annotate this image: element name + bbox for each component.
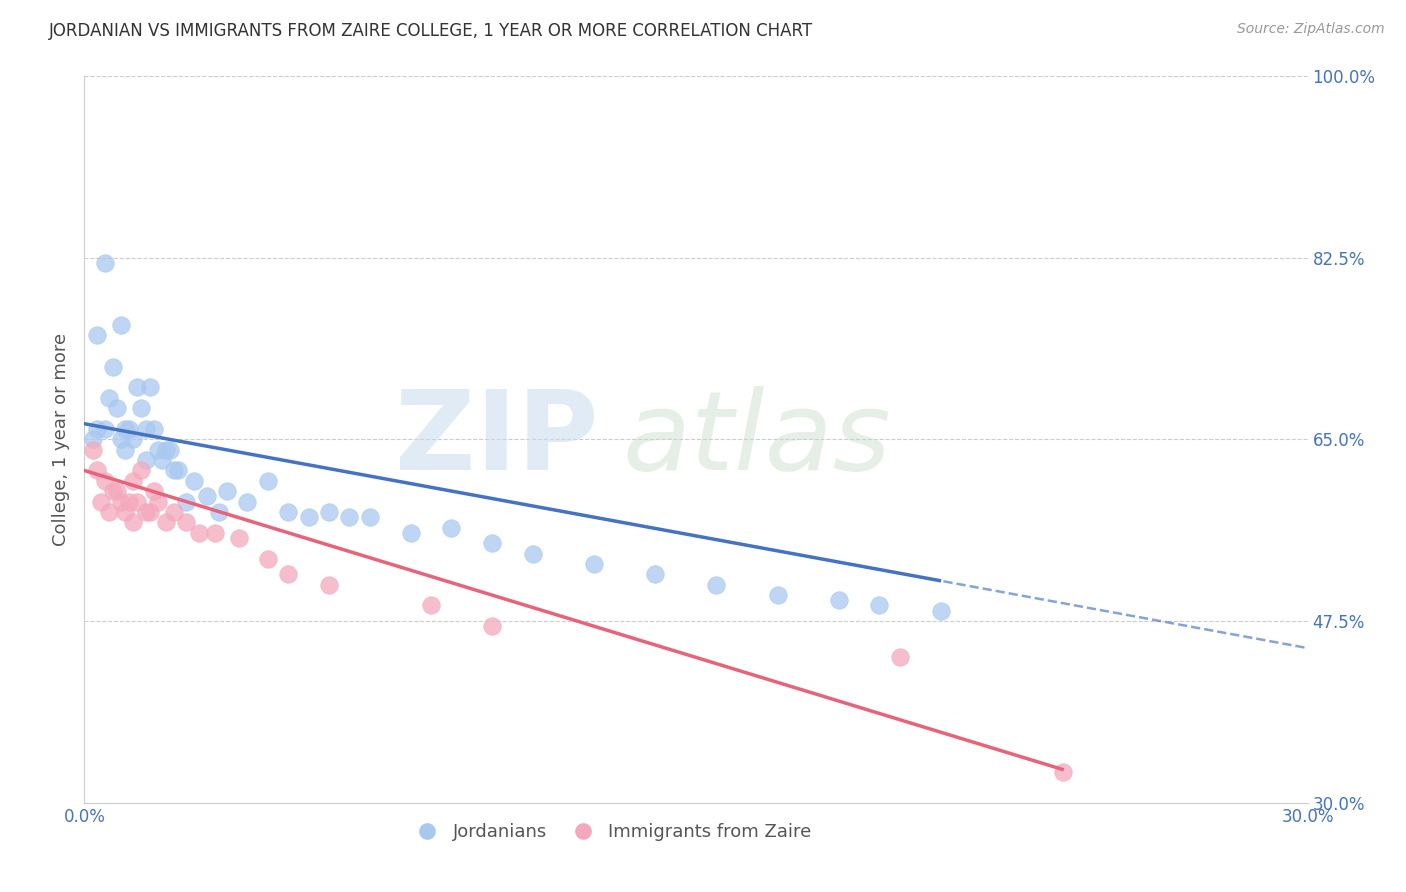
Point	[93, 256, 115, 270]
Point	[93, 422, 115, 436]
Point	[135, 453, 157, 467]
Point	[766, 588, 789, 602]
Point	[142, 484, 165, 499]
Point	[97, 391, 120, 405]
Point	[257, 551, 280, 566]
Point	[138, 380, 160, 394]
Point	[114, 422, 136, 436]
Y-axis label: College, 1 year or more: College, 1 year or more	[52, 333, 70, 546]
Point	[522, 547, 544, 561]
Point	[583, 557, 606, 571]
Point	[339, 510, 361, 524]
Point	[440, 520, 463, 534]
Point	[155, 516, 177, 530]
Point	[644, 567, 666, 582]
Point	[929, 604, 952, 618]
Point	[163, 505, 186, 519]
Point	[146, 442, 169, 457]
Point	[163, 463, 186, 477]
Point	[481, 536, 503, 550]
Text: Source: ZipAtlas.com: Source: ZipAtlas.com	[1237, 22, 1385, 37]
Point	[82, 432, 104, 446]
Point	[174, 516, 197, 530]
Point	[298, 510, 321, 524]
Point	[828, 593, 851, 607]
Point	[97, 505, 120, 519]
Legend: Jordanians, Immigrants from Zaire: Jordanians, Immigrants from Zaire	[402, 816, 818, 848]
Point	[122, 432, 145, 446]
Point	[122, 516, 145, 530]
Point	[127, 380, 149, 394]
Point	[277, 567, 299, 582]
Point	[228, 531, 250, 545]
Point	[135, 422, 157, 436]
Point	[183, 474, 205, 488]
Point	[420, 599, 443, 613]
Point	[127, 494, 149, 508]
Point	[150, 453, 173, 467]
Point	[118, 494, 141, 508]
Point	[135, 505, 157, 519]
Point	[318, 577, 340, 591]
Point	[146, 494, 169, 508]
Point	[114, 442, 136, 457]
Point	[889, 650, 911, 665]
Point	[159, 442, 181, 457]
Point	[122, 474, 145, 488]
Point	[195, 490, 218, 504]
Point	[86, 463, 108, 477]
Point	[1052, 764, 1074, 779]
Point	[110, 318, 132, 332]
Point	[706, 577, 728, 591]
Point	[174, 494, 197, 508]
Point	[131, 463, 153, 477]
Text: JORDANIAN VS IMMIGRANTS FROM ZAIRE COLLEGE, 1 YEAR OR MORE CORRELATION CHART: JORDANIAN VS IMMIGRANTS FROM ZAIRE COLLE…	[49, 22, 813, 40]
Point	[481, 619, 503, 633]
Point	[869, 599, 891, 613]
Point	[155, 442, 177, 457]
Point	[86, 422, 108, 436]
Point	[138, 505, 160, 519]
Point	[257, 474, 280, 488]
Point	[167, 463, 190, 477]
Point	[359, 510, 381, 524]
Point	[187, 525, 209, 540]
Point	[217, 484, 239, 499]
Point	[101, 359, 124, 374]
Point	[399, 525, 422, 540]
Point	[110, 494, 132, 508]
Point	[204, 525, 226, 540]
Point	[93, 474, 115, 488]
Text: atlas: atlas	[623, 386, 891, 492]
Point	[90, 494, 112, 508]
Point	[101, 484, 124, 499]
Point	[105, 401, 128, 416]
Point	[277, 505, 299, 519]
Point	[318, 505, 340, 519]
Point	[82, 442, 104, 457]
Point	[236, 494, 259, 508]
Point	[105, 484, 128, 499]
Point	[142, 422, 165, 436]
Point	[114, 505, 136, 519]
Point	[110, 432, 132, 446]
Point	[208, 505, 231, 519]
Point	[131, 401, 153, 416]
Point	[118, 422, 141, 436]
Text: ZIP: ZIP	[395, 386, 598, 492]
Point	[86, 328, 108, 343]
